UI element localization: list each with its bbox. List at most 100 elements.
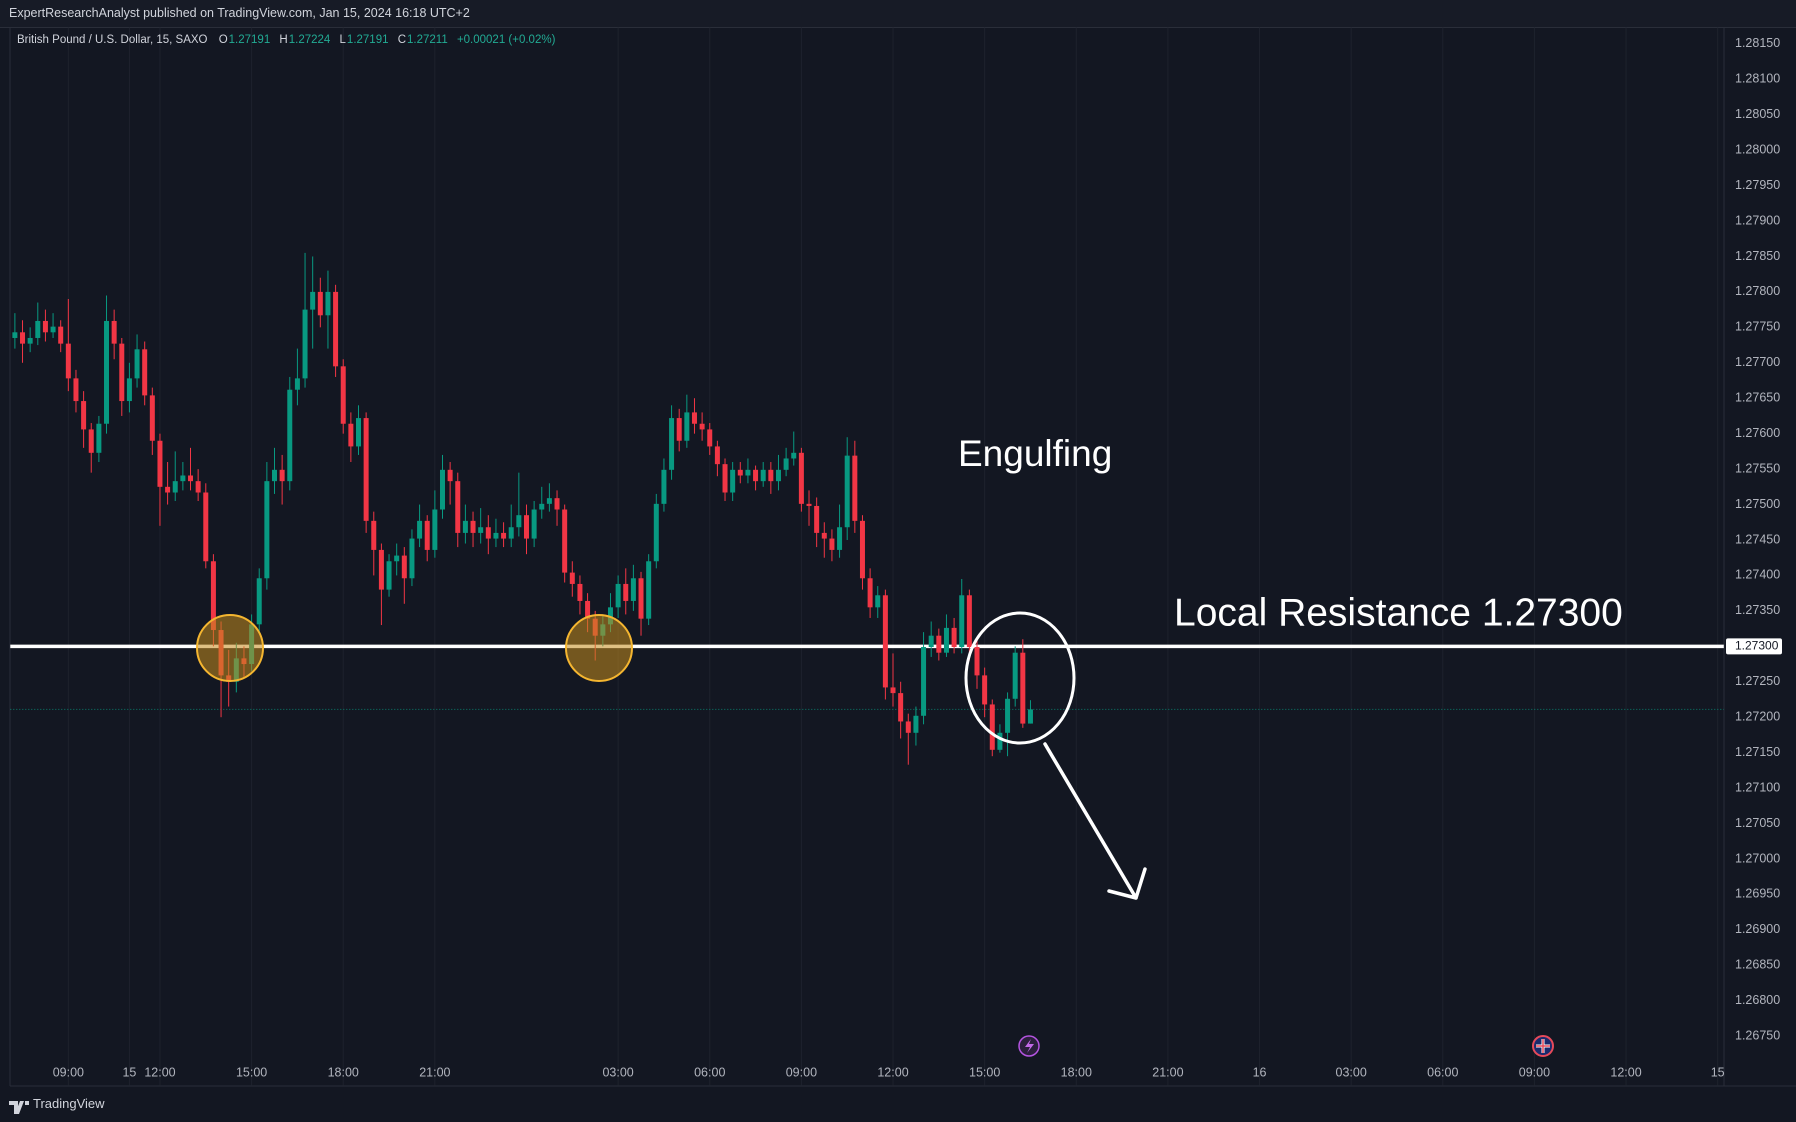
candle-body — [707, 429, 713, 447]
candle-body — [875, 595, 881, 608]
x-tick-label: 21:00 — [1152, 1065, 1183, 1079]
candle-body — [188, 475, 194, 482]
candle-body — [508, 527, 514, 539]
candle-body — [516, 515, 522, 528]
candle-body — [821, 532, 827, 539]
y-tick-label: 1.26750 — [1735, 1028, 1780, 1042]
candle-body — [88, 429, 94, 453]
ohlc-key: L — [339, 34, 346, 46]
y-tick-label: 1.27350 — [1735, 603, 1780, 617]
candle-body — [50, 326, 56, 333]
y-tick-label: 1.27450 — [1735, 532, 1780, 546]
footer: TradingView — [33, 1096, 105, 1111]
candle-body — [615, 583, 621, 608]
ohlc-key: O — [218, 34, 228, 46]
candle-body — [58, 326, 64, 344]
candle-body — [401, 555, 407, 579]
x-tick-label: 18:00 — [328, 1065, 359, 1079]
candle-body — [493, 532, 499, 539]
y-tick-label: 1.26900 — [1735, 922, 1780, 936]
y-tick-label: 1.27600 — [1735, 426, 1780, 440]
highlight-circle — [196, 614, 264, 682]
annotation: Local Resistance 1.27300 — [1174, 591, 1623, 634]
candle-body — [585, 600, 591, 619]
candle-body — [111, 320, 117, 344]
x-tick-label: 03:00 — [1336, 1065, 1367, 1079]
candle-body — [905, 721, 911, 733]
candle-body — [35, 320, 41, 338]
candle-body — [959, 595, 965, 648]
candle-body — [966, 595, 972, 648]
y-tick-label: 1.27150 — [1735, 745, 1780, 759]
candle-body — [424, 520, 430, 550]
candle-body — [546, 498, 552, 504]
level-tag — [1726, 638, 1782, 655]
candle-body — [1027, 709, 1033, 724]
candle-body — [974, 647, 980, 676]
y-tick-label: 1.27100 — [1735, 780, 1780, 794]
candle-body — [577, 583, 583, 601]
x-tick-label: 21:00 — [419, 1065, 450, 1079]
candle-body — [134, 349, 140, 379]
x-tick-label: 06:00 — [694, 1065, 725, 1079]
flag-cross-red — [1536, 1039, 1550, 1053]
y-tick-label: 1.27550 — [1735, 461, 1780, 475]
candle-body — [539, 503, 545, 510]
candle-body — [783, 458, 789, 470]
candle-body — [661, 469, 667, 504]
y-tick-label: 1.26800 — [1735, 993, 1780, 1007]
candle-body — [42, 320, 48, 333]
candle-body — [302, 309, 308, 379]
candle-body — [913, 715, 919, 733]
candle-body — [997, 732, 1003, 750]
candle-body — [921, 647, 927, 716]
candle-body — [867, 578, 873, 608]
event-bolt — [1025, 1039, 1034, 1053]
candle-body — [890, 687, 896, 694]
candle-body — [432, 509, 438, 550]
candle-body — [340, 366, 346, 424]
candle-body — [325, 291, 331, 316]
level-label: 1.27300 — [1735, 638, 1779, 652]
candle-body — [310, 291, 316, 310]
y-tick-label: 1.27700 — [1735, 355, 1780, 369]
y-tick-label: 1.27650 — [1735, 391, 1780, 405]
candle-body — [501, 532, 507, 539]
y-tick-label: 1.27850 — [1735, 249, 1780, 263]
x-tick-label: 03:00 — [602, 1065, 633, 1079]
y-tick-label: 1.27500 — [1735, 497, 1780, 511]
candle-body — [462, 520, 468, 533]
candle-body — [65, 343, 71, 379]
x-tick-label: 06:00 — [1427, 1065, 1458, 1079]
x-tick-label: 12:00 — [144, 1065, 175, 1079]
y-tick-label: 1.27750 — [1735, 320, 1780, 334]
candle-body — [417, 520, 423, 539]
candle-body — [386, 561, 392, 590]
drawings — [9, 611, 1554, 1114]
candle-body — [470, 520, 476, 533]
candle-body — [1005, 698, 1011, 733]
y-tick-label: 1.27050 — [1735, 816, 1780, 830]
x-tick-label: 12:00 — [1610, 1065, 1641, 1079]
highlight-circle — [565, 614, 633, 682]
ohlc-key: C — [397, 34, 407, 46]
candle-body — [623, 583, 629, 601]
ohlc-value: 1.27211 — [407, 34, 448, 46]
candle-body — [264, 481, 270, 579]
candle-body — [12, 332, 18, 338]
candle-body — [730, 469, 736, 493]
candle-body — [317, 291, 323, 316]
candle-body — [256, 578, 262, 625]
x-tick-label: 09:00 — [786, 1065, 817, 1079]
candle-body — [928, 635, 934, 648]
candle-body — [272, 469, 278, 482]
candle-body — [1012, 652, 1018, 699]
candle-body — [798, 452, 804, 504]
candle-body — [745, 469, 751, 476]
ohlc-key: H — [279, 34, 288, 46]
candle-body — [455, 481, 461, 533]
y-tick-label: 1.27900 — [1735, 213, 1780, 227]
candle-body — [348, 423, 354, 447]
candle-body — [768, 469, 774, 482]
